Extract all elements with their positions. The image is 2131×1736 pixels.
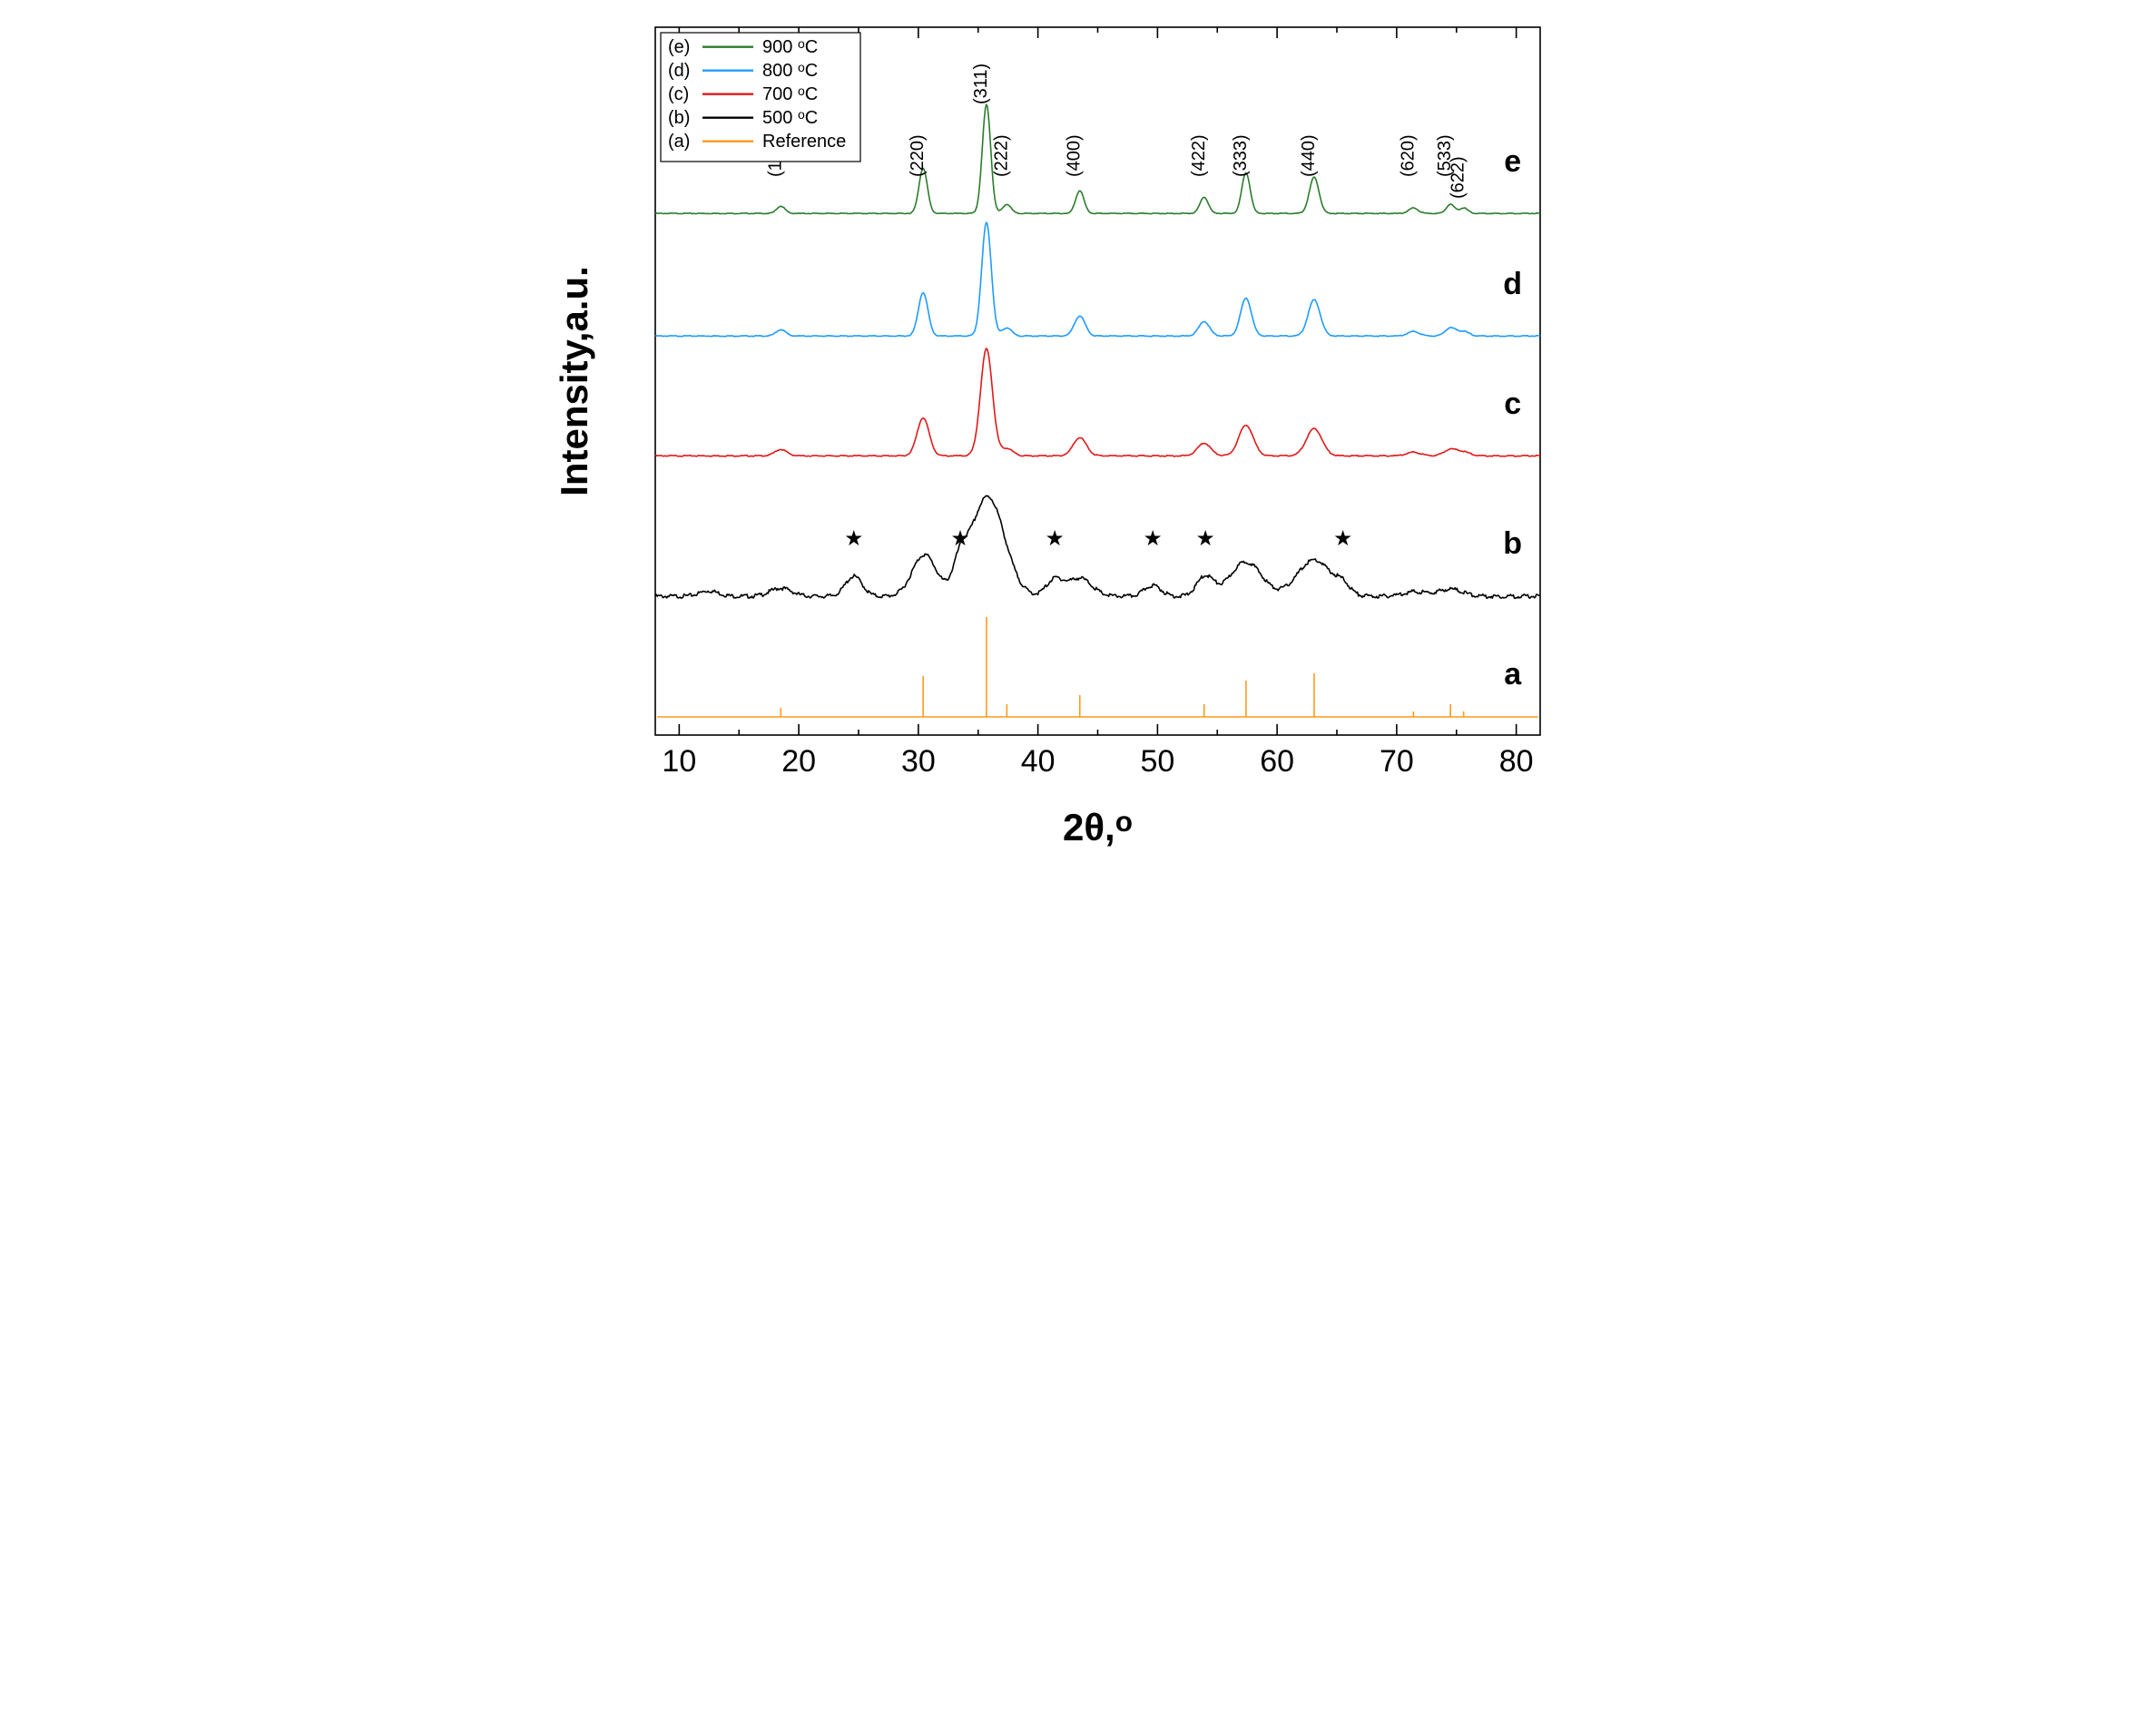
miller-label: (422) <box>1189 134 1209 177</box>
legend-tag: (e) <box>668 37 690 57</box>
x-tick-label: 30 <box>901 744 936 779</box>
impurity-star-marker: ★ <box>1333 526 1352 550</box>
xrd-svg: 10 20 30 40 50 60 70 80 2θ,o Intensity,a.u. e d c b ★ ★… <box>533 0 1598 868</box>
xrd-trace-b <box>655 495 1540 598</box>
legend-tag: (c) <box>668 84 689 104</box>
legend-label: 700 oC <box>762 83 818 104</box>
x-tick-label: 40 <box>1021 744 1056 779</box>
miller-label: (400) <box>1065 134 1085 177</box>
impurity-star-marker: ★ <box>1046 526 1065 550</box>
x-tick-label: 10 <box>662 744 696 779</box>
legend-label: Reference <box>762 132 846 152</box>
impurity-star-marker: ★ <box>1144 526 1163 550</box>
legend-tag: (a) <box>668 132 690 152</box>
trace-label-a: a <box>1504 657 1522 691</box>
miller-label: (311) <box>971 64 991 104</box>
x-axis-label: 2θ,o <box>1063 805 1133 848</box>
miller-label: (220) <box>908 134 928 177</box>
legend-tag: (b) <box>668 108 690 128</box>
miller-label: (620) <box>1398 134 1418 177</box>
miller-label: (622) <box>1448 156 1468 199</box>
xrd-trace-c <box>655 348 1540 456</box>
trace-label-d: d <box>1503 267 1522 301</box>
trace-label-e: e <box>1504 144 1521 179</box>
x-tick-label: 20 <box>781 744 816 779</box>
miller-label: (333) <box>1231 134 1251 177</box>
trace-label-c: c <box>1504 387 1521 421</box>
legend-label: 500 oC <box>762 107 818 128</box>
legend-tag: (d) <box>668 61 690 81</box>
x-tick-label: 70 <box>1380 744 1414 779</box>
miller-label: (222) <box>991 134 1011 177</box>
impurity-star-marker: ★ <box>844 526 863 550</box>
x-tick-label: 60 <box>1260 744 1294 779</box>
miller-label: (440) <box>1299 134 1319 177</box>
xrd-trace-d <box>655 222 1540 337</box>
xrd-figure: 10 20 30 40 50 60 70 80 2θ,o Intensity,a.u. e d c b ★ ★… <box>533 0 1598 868</box>
x-tick-label: 80 <box>1499 744 1534 779</box>
y-axis-label: Intensity,a.u. <box>553 266 595 496</box>
x-tick-label: 50 <box>1140 744 1174 779</box>
impurity-star-marker: ★ <box>1196 526 1215 550</box>
impurity-star-marker: ★ <box>950 526 969 550</box>
legend-label: 800 oC <box>762 60 818 81</box>
trace-label-b: b <box>1503 526 1522 561</box>
legend-label: 900 oC <box>762 36 818 57</box>
